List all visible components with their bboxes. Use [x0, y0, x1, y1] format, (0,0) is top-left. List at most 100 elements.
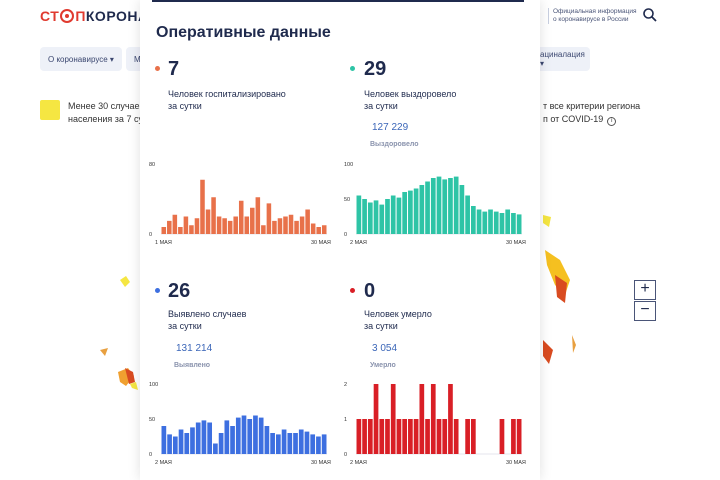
chart-bar[interactable] [373, 200, 379, 234]
chart-bar[interactable] [396, 419, 402, 454]
chart-bar[interactable] [385, 419, 390, 454]
chart-bar[interactable] [264, 426, 270, 454]
chart-bar[interactable] [499, 213, 505, 234]
chart-bar[interactable] [390, 195, 396, 235]
chart-bar[interactable] [356, 195, 362, 235]
chart-bar[interactable] [442, 419, 448, 454]
chart-bar[interactable] [235, 417, 241, 454]
chart-bar[interactable] [305, 209, 310, 235]
chart-bar[interactable] [488, 209, 493, 235]
chart-bar[interactable] [241, 415, 247, 455]
chart-bar[interactable] [183, 216, 189, 235]
chart-bar[interactable] [207, 422, 213, 455]
chart-bar[interactable] [200, 179, 205, 234]
chart-bar[interactable] [316, 227, 321, 234]
chart-bar[interactable] [459, 185, 465, 234]
chart-bar[interactable] [218, 433, 224, 454]
chart-bar[interactable] [304, 431, 310, 454]
chart-bar[interactable] [470, 419, 476, 454]
chart-bar[interactable] [244, 216, 250, 235]
chart-bar[interactable] [293, 433, 298, 454]
chart-bar[interactable] [222, 218, 227, 234]
chart-bar[interactable] [172, 214, 178, 234]
chart-bar[interactable] [288, 214, 294, 234]
chart-bar[interactable] [402, 192, 408, 234]
chart-bar[interactable] [465, 195, 470, 235]
chart-bar[interactable] [255, 197, 261, 234]
chart-bar[interactable] [194, 218, 200, 234]
chart-bar[interactable] [266, 203, 272, 234]
nav-about-coronavirus[interactable]: О коронавирусе ▾ [40, 47, 122, 71]
chart-bar[interactable] [261, 225, 266, 234]
chart-bar[interactable] [373, 384, 379, 454]
chart-bar[interactable] [310, 223, 316, 235]
chart-bar[interactable] [511, 213, 516, 234]
chart-bar[interactable] [362, 199, 367, 234]
chart-bar[interactable] [195, 422, 201, 455]
chart-bar[interactable] [321, 225, 327, 234]
chart-bar[interactable] [448, 178, 453, 234]
chart-bar[interactable] [396, 197, 402, 234]
chart-bar[interactable] [482, 211, 488, 234]
chart-bar[interactable] [224, 420, 230, 454]
chart-bar[interactable] [505, 209, 511, 235]
chart-bar[interactable] [453, 419, 459, 454]
chart-bar[interactable] [167, 220, 172, 234]
chart-bar[interactable] [465, 419, 470, 454]
chart-bar[interactable] [201, 420, 207, 454]
chart-bar[interactable] [476, 209, 482, 235]
zoom-out-button[interactable]: − [634, 301, 656, 321]
chart-bar[interactable] [419, 185, 425, 234]
chart-bar[interactable] [419, 384, 425, 454]
chart-bar[interactable] [425, 181, 430, 235]
chart-bar[interactable] [211, 197, 216, 234]
chart-bar[interactable] [516, 214, 522, 234]
chart-bar[interactable] [258, 417, 264, 454]
chart-bar[interactable] [425, 419, 430, 454]
chart-bar[interactable] [161, 227, 167, 234]
chart-bar[interactable] [277, 218, 283, 234]
chart-bar[interactable] [408, 419, 413, 454]
chart-bar[interactable] [184, 433, 190, 454]
chart-bar[interactable] [167, 434, 172, 454]
chart-bar[interactable] [385, 199, 390, 234]
chart-bar[interactable] [356, 419, 362, 454]
chart-bar[interactable] [178, 227, 183, 234]
chart-bar[interactable] [298, 429, 304, 455]
chart-bar[interactable] [408, 190, 413, 234]
chart-bar[interactable] [247, 419, 253, 454]
chart-bar[interactable] [470, 206, 476, 234]
chart-bar[interactable] [213, 443, 218, 455]
chart-bar[interactable] [511, 419, 516, 454]
info-icon[interactable]: i [607, 117, 617, 126]
chart-bar[interactable] [281, 429, 287, 455]
chart-bar[interactable] [367, 419, 373, 454]
chart-bar[interactable] [216, 216, 222, 235]
chart-bar[interactable] [287, 433, 293, 454]
chart-bar[interactable] [178, 429, 184, 455]
chart-bar[interactable] [436, 176, 442, 234]
nav-vaccination[interactable]: ациналация ▾ [532, 47, 590, 71]
chart-bar[interactable] [321, 434, 327, 454]
chart-bar[interactable] [430, 178, 436, 234]
chart-bar[interactable] [299, 216, 305, 235]
chart-bar[interactable] [379, 204, 385, 234]
chart-bar[interactable] [230, 426, 235, 454]
chart-bar[interactable] [233, 216, 238, 235]
chart-bar[interactable] [253, 415, 258, 455]
chart-bar[interactable] [453, 176, 459, 234]
chart-bar[interactable] [402, 419, 408, 454]
chart-bar[interactable] [205, 209, 211, 235]
search-icon[interactable] [642, 7, 658, 23]
chart-bar[interactable] [275, 434, 281, 454]
chart-bar[interactable] [238, 200, 244, 234]
chart-bar[interactable] [448, 384, 453, 454]
chart-bar[interactable] [227, 220, 233, 234]
chart-bar[interactable] [189, 225, 194, 234]
chart-bar[interactable] [161, 426, 167, 454]
zoom-in-button[interactable]: + [634, 280, 656, 300]
chart-bar[interactable] [413, 188, 419, 235]
chart-bar[interactable] [516, 419, 522, 454]
chart-bar[interactable] [283, 216, 288, 235]
chart-bar[interactable] [172, 436, 178, 455]
